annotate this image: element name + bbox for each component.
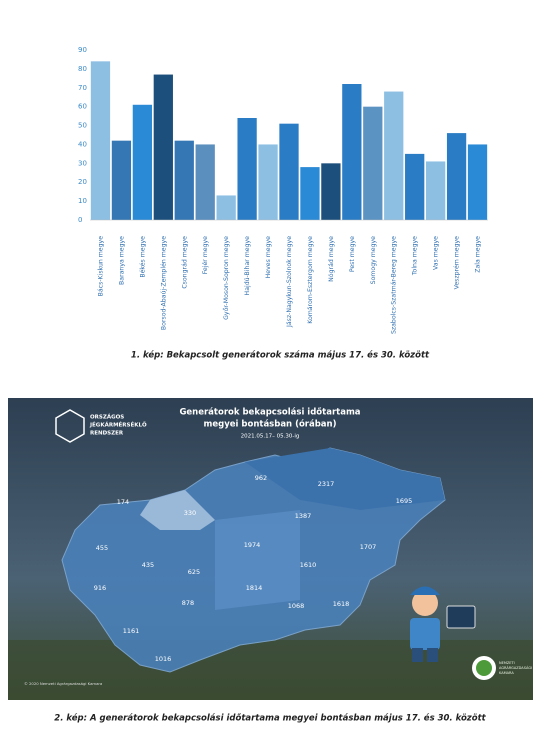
y-tick-label: 50 [78,122,87,130]
x-tick-label: Szabolcs-Szatmár-Bereg megye [390,236,398,334]
x-tick-label: Baranya megye [118,236,125,285]
bar [425,161,446,220]
region-value: 330 [184,509,196,517]
x-tick-label: Veszprém megye [453,236,461,290]
nak-logo [476,660,492,676]
region-value: 1618 [333,600,350,608]
x-tick-label: Somogy megye [370,236,377,285]
x-tick-label: Nógrád megye [327,236,335,282]
caption: 1. kép: Bekapcsolt generátorok száma máj… [131,350,430,361]
bar [321,163,341,220]
logo-text: ORSZÁGOS [90,414,124,421]
x-tick-label: Tolna megye [412,236,419,276]
nak-text: NEMZETI [499,661,515,665]
y-tick-label: 0 [78,216,82,224]
x-tick-label: Csongrád megye [180,236,188,289]
bar [195,144,215,220]
nak-text: KAMARA [499,671,514,675]
bar [342,84,362,220]
x-tick-label: Fejér megye [201,236,209,274]
x-tick-label: Békés megye [138,236,146,278]
copyright: © 2020 Nemzeti Agrárgazdasági Kamara [24,681,102,686]
map-image: 174 330 455 435 625 916 878 1161 1016 1974 1814 106… [8,398,533,700]
region-value: 878 [182,599,194,607]
bar [279,123,299,220]
logo-text: JÉGKÁRMÉRSÉKLŐ [89,421,147,429]
region [140,490,215,530]
region-value: 1161 [123,627,140,635]
y-tick-label: 70 [78,84,87,92]
region-value: 1974 [244,541,261,549]
map-date: 2021.05.17– 05.30-ig [241,434,300,440]
y-tick-label: 60 [78,103,87,111]
bar [384,91,404,220]
map-title: Generátorok bekapcsolási időtartama [179,408,360,418]
region-value: 1068 [288,602,305,610]
bar-chart: 0 10 20 30 40 50 60 70 80 90 Bács-Kiskun megye Bara… [78,46,488,334]
bar [132,104,153,220]
nak-text: AGRÁRGAZDASÁGI [499,665,532,670]
x-tick-label: Bács-Kiskun megye [96,236,104,297]
region-value: 1707 [360,543,377,551]
x-tick-label: Hajdú-Bihar megye [243,236,251,296]
bar [111,140,132,220]
bar [405,153,425,220]
region-value: 435 [142,561,154,569]
x-tick-label: Győr-Moson-Sopron megye [221,236,230,320]
x-tick-label: Borsod-Abaúj-Zemplén megye [159,236,167,330]
bar [363,106,383,220]
region-value: 1814 [246,584,263,592]
bar [467,144,488,220]
region-value: 1387 [295,512,312,520]
field [8,640,533,700]
logo-icon [55,409,85,443]
x-tick-label: Heves megye [265,236,272,279]
region-value: 1016 [155,655,172,663]
bar [446,133,467,220]
bar [153,74,173,220]
region [215,510,300,610]
y-tick-label: 30 [78,159,87,167]
y-tick-label: 20 [78,178,87,186]
logo-text: RENDSZER [90,431,124,437]
y-tick-label: 10 [78,197,87,205]
region-value: 2317 [318,480,335,488]
caption: 2. kép: A generátorok bekapcsolási időta… [54,713,486,724]
bar [216,195,236,220]
y-tick-label: 80 [78,65,87,73]
mascot [410,586,476,662]
region-value: 1695 [396,497,413,505]
region-value: 455 [96,544,108,552]
x-tick-label: Vas megye [433,236,440,270]
region-value: 174 [117,498,129,506]
bar [258,144,278,220]
x-tick-label: Komárom-Esztergom megye [306,236,314,324]
x-tick-label: Pest megye [349,236,356,272]
y-tick-label: 40 [78,140,87,148]
bar [90,61,111,221]
region-value: 1610 [300,561,317,569]
bar [300,167,320,220]
bar [237,118,257,220]
bar [174,140,194,220]
region-value: 916 [94,584,106,592]
region-value: 962 [255,474,267,482]
y-tick-label: 90 [78,46,87,54]
map-title: megyei bontásban (órában) [204,419,337,430]
x-tick-label: Zala megye [475,236,482,273]
region [245,448,445,510]
x-tick-label: Jász-Nagykun-Szolnok megye [285,236,293,328]
region-value: 625 [188,568,200,576]
